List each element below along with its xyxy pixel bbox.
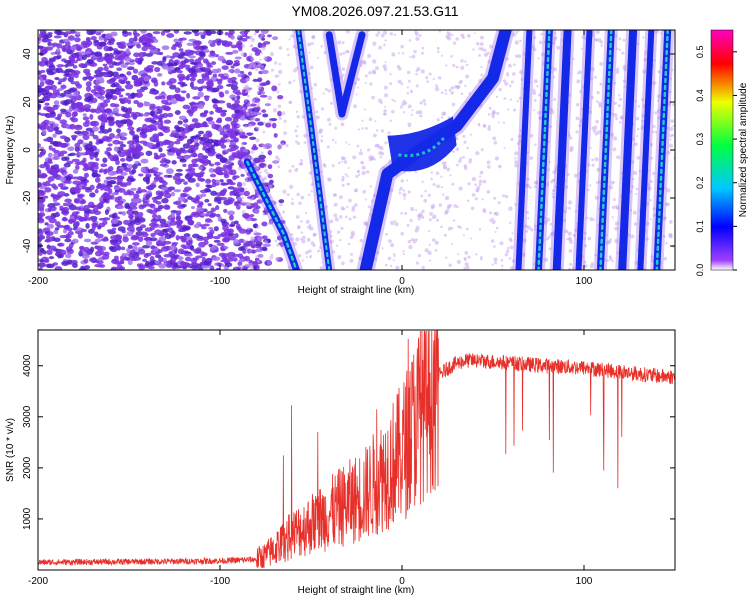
colorbar-tick-label: 0.5	[695, 46, 705, 59]
x-tick-label: -100	[210, 276, 230, 287]
spectrogram-image	[38, 30, 675, 270]
y-tick-label: -20	[22, 190, 33, 205]
y-tick-label: 4000	[22, 354, 33, 377]
snr-frame	[37, 329, 676, 571]
colorbar-ticks: 0.0 0.1 0.2 0.3 0.4 0.5	[695, 46, 737, 277]
colorbar: 0.0 0.1 0.2 0.3 0.4 0.5 Normalized spectral a…	[695, 29, 749, 277]
y-tick-label: 0	[22, 147, 33, 153]
y-tick-label: 3000	[22, 405, 33, 428]
snr-y-axis: 1000 2000 3000 4000	[22, 354, 675, 530]
snr-series-line	[38, 330, 675, 569]
colorbar-label: Normalized spectral amplitude	[738, 82, 749, 217]
colorbar-tick-label: 0.0	[695, 264, 705, 277]
x-tick-label: 0	[399, 576, 405, 587]
snr-x-label: Height of straight line (km)	[298, 585, 415, 596]
y-tick-label: 1000	[22, 507, 33, 530]
colorbar-gradient	[710, 29, 734, 271]
snr-y-label: SNR (10 * v/v)	[5, 418, 16, 482]
x-tick-label: 100	[576, 276, 593, 287]
x-tick-label: -200	[28, 276, 48, 287]
snr-panel: -200 -100 0 100 1000 2000 3000 4000 Height of …	[5, 329, 676, 596]
y-tick-label: 20	[22, 96, 33, 108]
colorbar-tick-label: 0.1	[695, 220, 705, 233]
figure-title: YM08.2026.097.21.53.G11	[291, 3, 458, 19]
x-tick-label: 0	[399, 276, 405, 287]
y-tick-label: 40	[22, 48, 33, 60]
x-tick-label: -100	[210, 576, 230, 587]
colorbar-tick-label: 0.2	[695, 176, 705, 189]
colorbar-tick-label: 0.3	[695, 133, 705, 146]
y-tick-label: -40	[22, 238, 33, 253]
spectrogram-x-axis: -200 -100 0 100	[28, 30, 593, 287]
spectrogram-y-axis: -40 -20 0 20 40	[22, 48, 675, 253]
y-tick-label: 2000	[22, 456, 33, 479]
x-tick-label: -200	[28, 576, 48, 587]
x-tick-label: 100	[576, 576, 593, 587]
colorbar-tick-label: 0.4	[695, 89, 705, 102]
snr-x-axis: -200 -100 0 100	[28, 330, 593, 587]
snr-background	[38, 330, 675, 570]
spectrogram-x-label: Height of straight line (km)	[298, 285, 415, 296]
spectrogram-y-label: Frequency (Hz)	[5, 116, 16, 185]
